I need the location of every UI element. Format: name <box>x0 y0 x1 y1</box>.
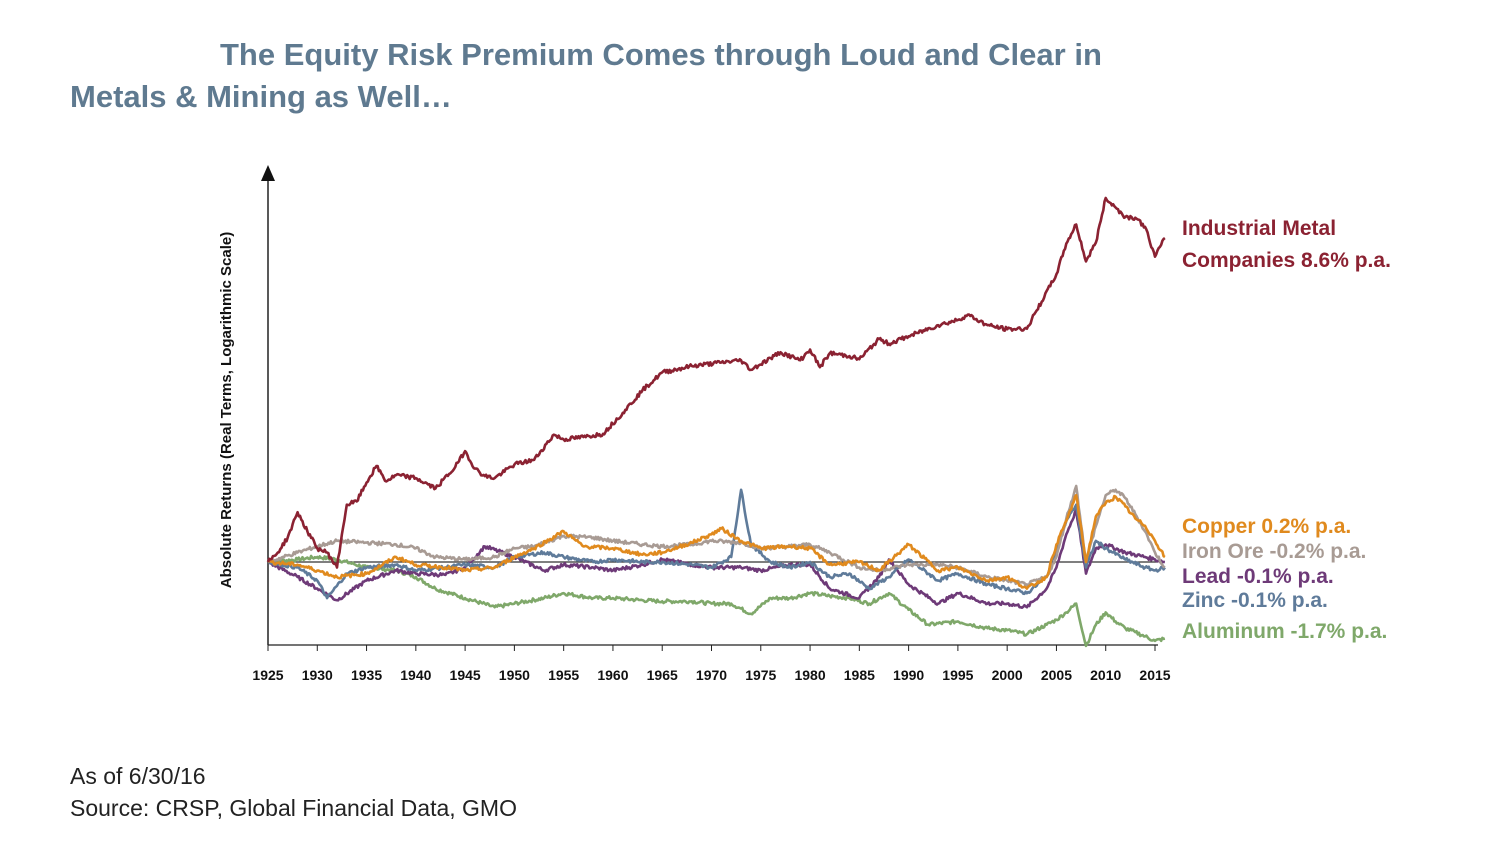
x-tick-label: 1955 <box>548 667 579 683</box>
chart-title-line-2: Metals & Mining as Well… <box>70 79 452 114</box>
x-tick-label: 1960 <box>597 667 628 683</box>
x-tick-label: 1945 <box>450 667 481 683</box>
label-industrial-line-2: Companies 8.6% p.a. <box>1182 249 1391 272</box>
x-tick-label: 1930 <box>302 667 333 683</box>
label-lead: Lead -0.1% p.a. <box>1182 565 1334 588</box>
x-tick-label: 1970 <box>696 667 727 683</box>
y-axis-label: Absolute Returns (Real Terms, Logarithmi… <box>218 232 235 588</box>
as-of-date: As of 6/30/16 <box>70 763 206 789</box>
x-tick-label: 2015 <box>1139 667 1170 683</box>
x-tick-label: 1995 <box>942 667 973 683</box>
label-zinc: Zinc -0.1% p.a. <box>1182 589 1328 612</box>
label-iron-ore: Iron Ore -0.2% p.a. <box>1182 540 1367 563</box>
label-industrial-line-1: Industrial Metal <box>1182 217 1337 240</box>
x-tick-label: 1950 <box>499 667 530 683</box>
x-tick-label: 2005 <box>1041 667 1072 683</box>
label-aluminum: Aluminum -1.7% p.a. <box>1182 620 1388 643</box>
series-line-iron-ore <box>267 484 1166 587</box>
x-tick-label: 1940 <box>400 667 431 683</box>
x-tick-label: 1925 <box>252 667 283 683</box>
y-axis-arrow-icon <box>261 165 275 181</box>
x-tick-label: 1965 <box>647 667 678 683</box>
series-line-copper <box>267 493 1166 590</box>
x-tick-label: 1980 <box>794 667 825 683</box>
label-industrial-metal-companies: Industrial Metal Companies 8.6% p.a. <box>1182 216 1391 273</box>
series-line-zinc <box>267 488 1166 600</box>
series-line-aluminum <box>267 554 1166 648</box>
series-line-industrial-metal-companies <box>266 196 1166 569</box>
x-tick-label: 1935 <box>351 667 382 683</box>
chart-title: The Equity Risk Premium Comes through Lo… <box>70 34 1170 118</box>
series-line-lead <box>267 508 1165 609</box>
label-copper: Copper 0.2% p.a. <box>1182 515 1352 538</box>
source-note: Source: CRSP, Global Financial Data, GMO <box>70 795 517 821</box>
x-tick-label: 1990 <box>893 667 924 683</box>
x-tick-label: 1985 <box>844 667 875 683</box>
x-tick-label: 2000 <box>992 667 1023 683</box>
x-tick-label: 1975 <box>745 667 776 683</box>
footer-notes: As of 6/30/16 Source: CRSP, Global Finan… <box>70 760 517 824</box>
x-tick-label: 2010 <box>1090 667 1121 683</box>
chart-title-line-1: The Equity Risk Premium Comes through Lo… <box>220 37 1102 72</box>
